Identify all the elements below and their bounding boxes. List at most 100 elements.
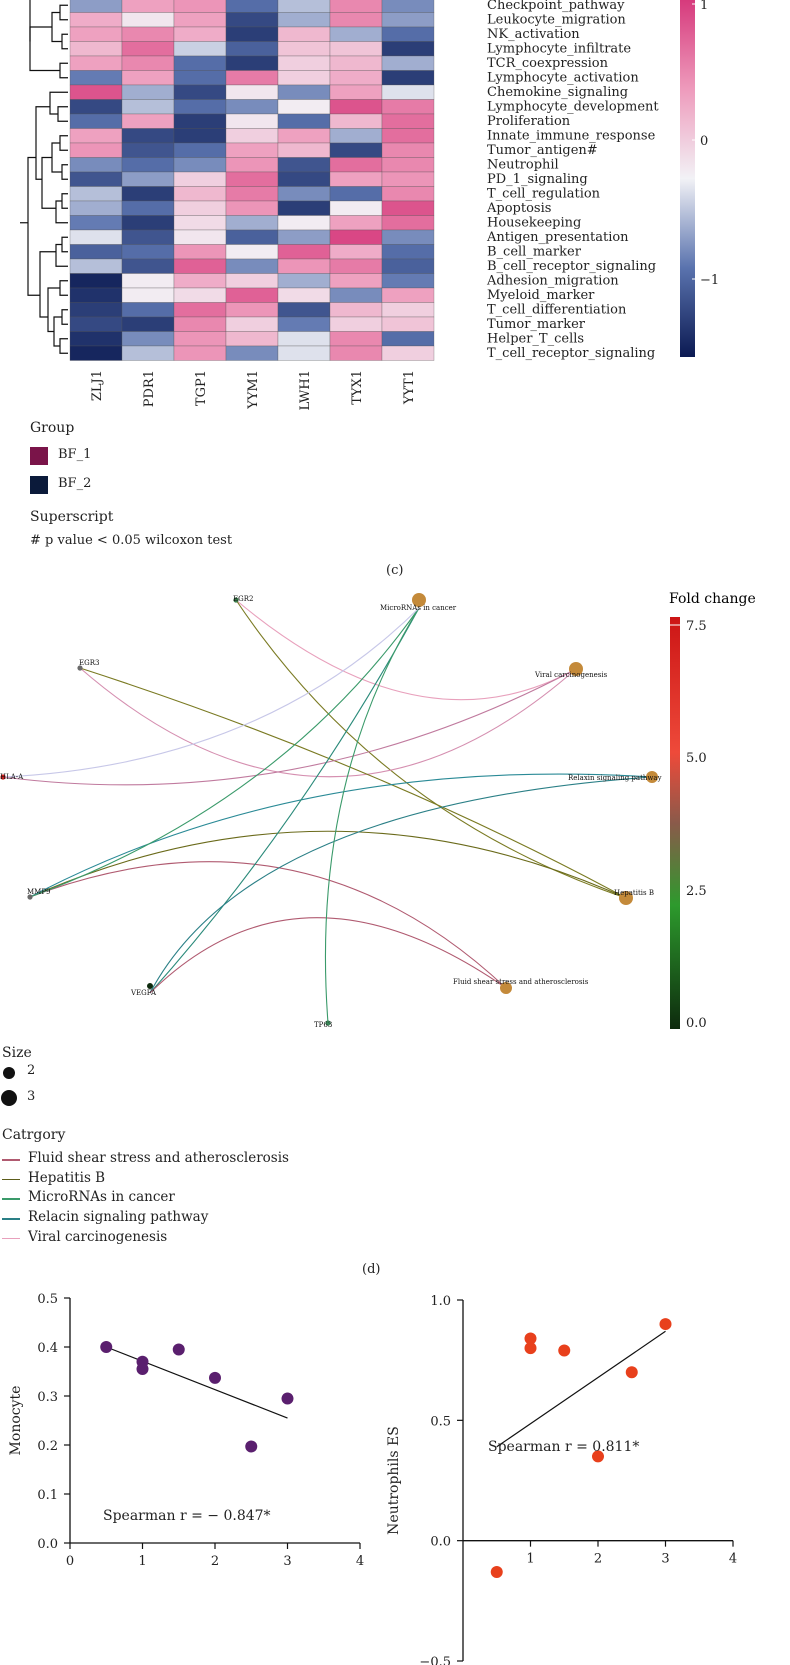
- heatmap-cell: [381, 244, 435, 260]
- edge-vegfa-fluid: [149, 917, 507, 994]
- heatmap-cell: [277, 215, 331, 231]
- colorbar-tick-2-5: 2.5: [686, 884, 707, 899]
- node-tp63[interactable]: [325, 1020, 331, 1026]
- node-fluid[interactable]: [500, 982, 512, 994]
- scatter-point: [558, 1344, 571, 1357]
- scatter-point: [490, 1565, 503, 1578]
- heatmap-cell: [225, 113, 279, 129]
- heatmap-cell: [277, 345, 331, 361]
- group-label-bf1: BF_1: [58, 447, 92, 462]
- y-tick-label: 0.5: [430, 1414, 451, 1429]
- heatmap-cell: [277, 26, 331, 42]
- scatter-plot-2: −0.5 0.0 0.5 1.0 1 2 3 4 Neutrophils ES Spearman …: [386, 1294, 737, 1665]
- heatmap-cell: [69, 302, 123, 318]
- heatmap-row-label: Tumor_marker: [487, 317, 586, 332]
- heatmap-row-label: Neutrophil: [487, 158, 559, 173]
- heatmap-row-label: T_cell_regulation: [487, 187, 601, 202]
- heatmap-row-label: T_cell_differentiation: [487, 303, 627, 318]
- heatmap-cell: [329, 142, 383, 158]
- node-hla-a[interactable]: [0, 774, 6, 780]
- heatmap-cell: [173, 200, 227, 216]
- edge-egr3-hepb: [79, 667, 627, 899]
- heatmap-cell: [329, 26, 383, 42]
- heatmap-cell: [329, 99, 383, 115]
- scatter-point: [659, 1318, 672, 1331]
- heatmap-cell: [69, 113, 123, 129]
- regression-line: [496, 1330, 666, 1448]
- x-tick-label: 3: [283, 1554, 291, 1569]
- heatmap-cell: [121, 84, 175, 100]
- y-tick-label: 0.4: [37, 1341, 58, 1356]
- label-viral: Viral carcinogenesis: [534, 671, 608, 679]
- heatmap-cell: [381, 229, 435, 245]
- scatter-point: [100, 1341, 113, 1353]
- heatmap-cell: [329, 128, 383, 144]
- heatmap-cell: [225, 244, 279, 260]
- x-tick-label: 1: [138, 1554, 146, 1569]
- node-hepb[interactable]: [619, 891, 633, 905]
- heatmap-cell: [381, 316, 435, 332]
- heatmap-cell: [173, 316, 227, 332]
- heatmap-cell: [225, 12, 279, 28]
- heatmap-cell: [225, 0, 279, 13]
- category-line-swatch: [2, 1198, 20, 1200]
- edge-mmp9-mirna: [29, 607, 420, 898]
- heatmap-cell: [329, 113, 383, 129]
- edge-mmp9-hepb: [29, 830, 627, 899]
- heatmap-row-label: Leukocyte_migration: [487, 13, 626, 28]
- label-hepb: Hepatitis B: [614, 889, 654, 897]
- heatmap-cell: [381, 113, 435, 129]
- heatmap-column-label: ZLJ1: [90, 370, 105, 401]
- node-egr2[interactable]: [233, 597, 239, 603]
- edge-hlaa-mirna: [2, 607, 420, 778]
- scatter-plot-1: 0.0 0.1 0.2 0.3 0.4 0.5 0 1 2 3 4 Monocyte Spearman …: [8, 1292, 364, 1569]
- heatmap-cell: [173, 273, 227, 289]
- heatmap-cell: [381, 273, 435, 289]
- heatmap-cell: [329, 258, 383, 274]
- heatmap-cell: [173, 142, 227, 158]
- node-mmp9[interactable]: [27, 894, 33, 900]
- y-tick-label: 0.3: [37, 1390, 58, 1405]
- size-legend-title: Size: [2, 1045, 32, 1061]
- heatmap-cell: [173, 128, 227, 144]
- heatmap-cell: [173, 70, 227, 86]
- heatmap-column-label: TYX1: [350, 370, 365, 405]
- node-egr3[interactable]: [77, 665, 83, 671]
- heatmap-row-label: PD_1_signaling: [487, 172, 588, 187]
- row-dendrogram: [20, 0, 68, 354]
- y-tick-label: 0.5: [37, 1292, 58, 1307]
- y-tick-label: 0.2: [37, 1439, 58, 1454]
- edge-mmp9-relaxin: [29, 773, 653, 898]
- heatmap-cell: [329, 12, 383, 28]
- x-tick-label: 2: [211, 1554, 219, 1569]
- scatter-point: [136, 1363, 149, 1376]
- heatmap-cell: [121, 128, 175, 144]
- heatmap-cell: [69, 273, 123, 289]
- heatmap-cell: [381, 331, 435, 347]
- node-relaxin[interactable]: [646, 771, 658, 783]
- superscript-title: Superscript: [30, 509, 114, 525]
- edge-egr3-viral: [79, 667, 577, 778]
- heatmap-cell: [277, 171, 331, 187]
- heatmap-cell: [277, 258, 331, 274]
- heatmap-cell: [277, 302, 331, 318]
- heatmap-cell: [381, 12, 435, 28]
- heatmap-cell: [277, 99, 331, 115]
- size-dot-2: [3, 1067, 15, 1079]
- node-viral[interactable]: [569, 662, 583, 676]
- heatmap-cell: [329, 41, 383, 57]
- heatmap-cell: [69, 287, 123, 303]
- scatter-point: [245, 1440, 258, 1453]
- node-mirna[interactable]: [412, 593, 426, 607]
- edge-vegfa-relaxin: [149, 776, 653, 994]
- heatmap-cell: [121, 229, 175, 245]
- heatmap-cell: [69, 26, 123, 42]
- x-tick-label: 3: [661, 1552, 669, 1567]
- network-edges: [2, 599, 653, 1024]
- node-vegfa[interactable]: [147, 983, 153, 989]
- heatmap-cell: [69, 345, 123, 361]
- y-tick-label: −0.5: [419, 1655, 451, 1665]
- heatmap-row-label: TCR_coexpression: [487, 56, 609, 71]
- network-panel: EGR2 EGR3 HLA-A MMP9 VEGFA TP63 MicroRNA…: [0, 591, 756, 1031]
- heatmap-cell: [121, 273, 175, 289]
